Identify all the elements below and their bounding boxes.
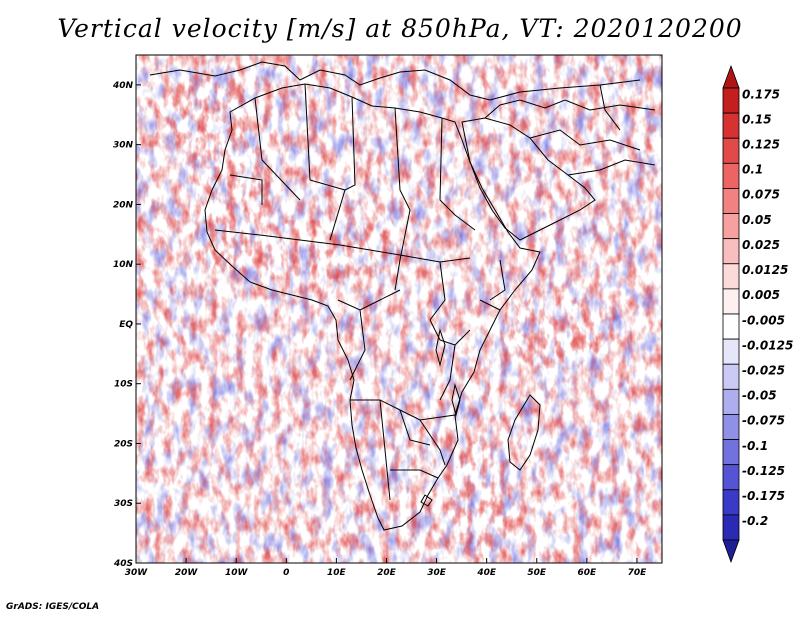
lon-tick-label: 70E [628, 568, 648, 578]
colorbar-label: 0.175 [742, 87, 780, 101]
lat-tick-label: 10S [114, 380, 133, 390]
colorbar-swatch [722, 439, 740, 466]
colorbar-label: -0.005 [742, 313, 785, 327]
colorbar-swatch [722, 338, 740, 365]
lat-tick-label: 20S [114, 439, 133, 449]
country-borders [149, 61, 656, 531]
colorbar-label: -0.2 [742, 514, 768, 528]
lat-tick-label: 20N [113, 200, 134, 210]
colorbar-label: -0.0125 [742, 338, 793, 352]
latitude-axis: 40N 30N 20N 10N EQ 10S 20S 30S 40S [112, 81, 141, 569]
colorbar-swatch [722, 213, 740, 240]
colorbar-label: 0.075 [742, 188, 780, 202]
colorbar-swatch [722, 288, 740, 315]
colorbar-label: -0.1 [742, 439, 768, 453]
lat-tick-label: 40N [112, 81, 134, 91]
colorbar-swatch [722, 489, 740, 516]
colorbar-label: 0.0125 [742, 263, 788, 277]
lon-tick-label: 0 [283, 568, 289, 578]
lat-tick-label: 30N [113, 141, 134, 151]
europe-coastline [149, 61, 641, 101]
lon-tick-label: 10W [225, 568, 249, 578]
colorbar-swatch [722, 162, 740, 189]
colorbar-label: 0.1 [742, 163, 763, 177]
figure-title: Vertical velocity [m/s] at 850hPa, VT: 2… [57, 14, 743, 43]
colorbar-top-arrow [722, 64, 740, 89]
colorbar-swatch [722, 313, 740, 340]
colorbar-swatch [722, 112, 740, 139]
colorbar-label: -0.025 [742, 364, 785, 378]
lat-tick-label: 30S [114, 499, 133, 509]
map-frame [135, 54, 663, 564]
lon-tick-label: 60E [578, 568, 598, 578]
lon-tick-label: 40E [476, 568, 497, 578]
colorbar-swatch [722, 464, 740, 491]
colorbar-bottom-arrow [722, 539, 740, 564]
colorbar-swatch [722, 87, 740, 114]
lon-tick-label: 30E [427, 568, 447, 578]
velocity-field [136, 55, 662, 563]
lon-tick-label: 30W [125, 568, 149, 578]
colorbar-label: 0.005 [742, 288, 780, 302]
colorbar: 0.175 0.15 0.125 0.1 0.075 0.05 0.025 0.0125 0.0… [722, 64, 793, 564]
colorbar-label: 0.05 [742, 213, 772, 227]
lat-tick-label: 10N [113, 260, 134, 270]
longitude-axis: 30W 20W 10W 0 10E 20E 30E 40E 50E 60E 70E [125, 558, 647, 578]
lat-tick-label: EQ [119, 320, 133, 330]
arabia-coastline [461, 117, 596, 241]
colorbar-label: 0.025 [742, 238, 780, 252]
colorbar-label: 0.125 [742, 138, 780, 152]
colorbar-swatch [722, 188, 740, 214]
colorbar-swatch [722, 137, 740, 164]
colorbar-swatch [722, 263, 740, 290]
colorbar-label: -0.075 [742, 414, 785, 428]
colorbar-swatch [722, 238, 740, 265]
colorbar-label: 0.15 [742, 112, 772, 126]
colorbar-swatch [722, 514, 740, 541]
colorbar-swatch [722, 414, 740, 440]
grads-credit: GrADS: IGES/COLA [6, 602, 100, 612]
lon-tick-label: 20E [377, 568, 397, 578]
colorbar-label: -0.175 [742, 489, 785, 503]
lon-tick-label: 50E [527, 568, 547, 578]
lon-tick-label: 10E [327, 568, 347, 578]
colorbar-swatch [722, 388, 740, 415]
lon-tick-label: 20W [175, 568, 199, 578]
colorbar-label: -0.05 [742, 389, 777, 403]
colorbar-label: -0.125 [742, 464, 785, 478]
lat-tick-label: 40S [113, 559, 133, 569]
madagascar [507, 394, 541, 471]
colorbar-swatch [722, 363, 740, 390]
